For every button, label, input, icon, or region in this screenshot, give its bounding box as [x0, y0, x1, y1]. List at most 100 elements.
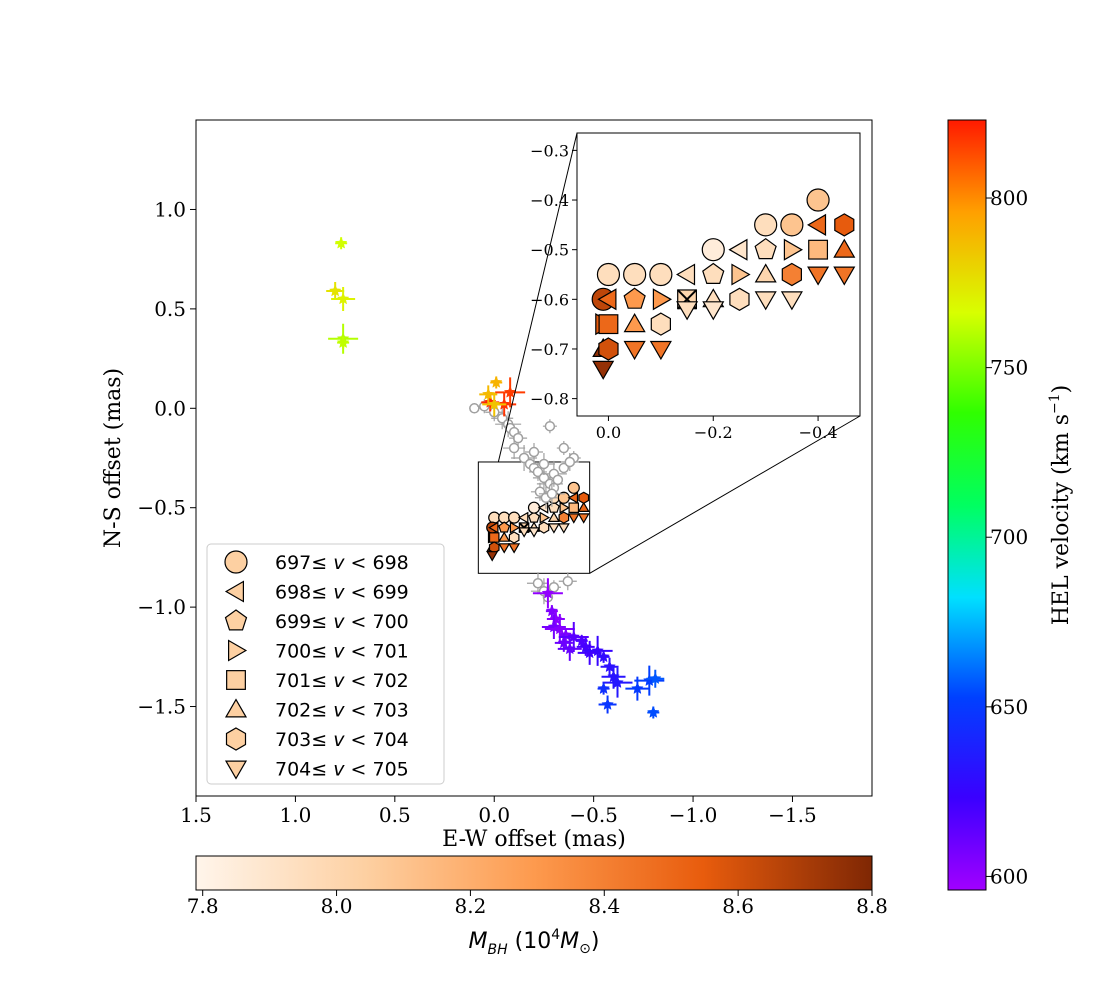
inset-maser-marker — [783, 238, 804, 261]
high-velocity-star-marker — [648, 672, 662, 685]
high-velocity-maser-spot — [544, 613, 575, 644]
high-velocity-maser-spot — [336, 336, 350, 349]
high-velocity-star-marker — [334, 236, 348, 249]
zoom-region-marker — [547, 523, 560, 534]
velocity-colorbar-label: HEL velocity (km s−1) — [1047, 385, 1074, 626]
inset-maser-marker — [806, 188, 830, 212]
zoom-region-marker — [568, 502, 580, 513]
connector-line-bottom — [589, 415, 861, 574]
mass-tick-label: 7.8 — [187, 894, 219, 918]
high-velocity-maser-spot — [598, 695, 617, 714]
gray-maser-spot — [556, 441, 571, 456]
inset-maser-marker — [676, 301, 699, 321]
zoom-region-marker — [578, 491, 590, 504]
zoom-region-marker — [508, 543, 521, 554]
zoom-region-marker — [559, 501, 571, 514]
high-velocity-star-marker — [541, 586, 555, 599]
high-velocity-maser-spot — [602, 667, 633, 698]
x-axis-label: E-W offset (mas) — [442, 827, 626, 852]
zoom-region-marker — [557, 523, 570, 534]
inset-maser-marker — [754, 237, 777, 260]
mass-colorbar: 7.8 8.0 8.2 8.4 8.6 8.8 MBH (104M⊙) — [187, 855, 888, 958]
high-velocity-maser-spot — [582, 635, 613, 666]
x-tick-label: 0.0 — [478, 803, 510, 827]
high-velocity-maser-spot — [601, 664, 626, 689]
zoom-region-marker — [567, 513, 580, 524]
velocity-tick-label: 700 — [990, 525, 1028, 549]
high-velocity-maser-spot — [558, 621, 589, 652]
high-velocity-star-marker — [328, 284, 342, 297]
zoom-region-marker — [508, 511, 521, 524]
zoom-region-marker — [577, 501, 590, 512]
inset-maser-marker — [623, 340, 646, 361]
high-velocity-maser-spot — [646, 669, 665, 688]
legend-marker-square — [226, 670, 246, 690]
gray-maser-spot — [542, 419, 557, 434]
inset-maser-marker — [598, 337, 619, 361]
mass-tick-label: 8.4 — [588, 894, 620, 918]
inset-x-tick-label: 0.0 — [596, 423, 621, 442]
legend-entry-label: 697≤ v < 698 — [275, 552, 409, 574]
legend-entry-label: 702≤ v < 703 — [275, 700, 409, 722]
high-velocity-star-marker — [597, 681, 610, 695]
main-plot-area: 1.5 1.0 0.5 0.0 −0.5 −1.0 −1.5 1.0 0.5 0.0 −0.5 −1… — [137, 119, 873, 827]
zoom-region-marker — [527, 527, 541, 538]
high-velocity-maser-spot — [600, 657, 619, 676]
inset-y-tick-label: −0.8 — [530, 390, 569, 409]
legend-marker-triangle-down — [224, 760, 248, 780]
mass-tick-label: 8.0 — [321, 894, 353, 918]
gray-maser-spot — [503, 437, 526, 460]
high-velocity-star-marker — [487, 397, 501, 410]
velocity-tick-label: 800 — [990, 186, 1028, 210]
legend-marker-triangle-right — [228, 639, 248, 662]
inset-y-tick-label: −0.4 — [530, 191, 569, 210]
gray-maser-spot — [469, 403, 480, 414]
legend-entry-label: 699≤ v < 700 — [275, 611, 409, 633]
legend-entry-label: 701≤ v < 702 — [275, 670, 409, 692]
velocity-tick-label: 600 — [990, 864, 1028, 888]
high-velocity-maser-spot — [334, 236, 348, 250]
y-tick-label: −0.5 — [137, 496, 186, 520]
inset-y-tick-label: −0.7 — [530, 340, 569, 359]
inset-x-tick-label: −0.4 — [799, 423, 838, 442]
legend-marker-hexagon — [225, 727, 247, 751]
inset-plot-frame — [576, 132, 861, 417]
y-tick-label: 0.5 — [154, 297, 186, 321]
inset-maser-marker — [728, 238, 748, 261]
high-velocity-maser-spot — [532, 578, 563, 609]
inset-maser-marker — [598, 314, 619, 335]
zoom-region-marker — [498, 531, 511, 542]
high-velocity-star-marker — [557, 636, 571, 649]
gray-maser-spot — [538, 480, 565, 507]
velocity-tick-label: 650 — [990, 695, 1028, 719]
zoom-region-marker — [517, 511, 529, 524]
zoom-region-marker — [567, 491, 579, 504]
mass-tick-label: 8.6 — [722, 894, 754, 918]
x-tick-label: 1.5 — [180, 803, 212, 827]
high-velocity-star-marker — [336, 336, 350, 349]
inset-maser-marker — [754, 291, 777, 311]
velocity-colorbar-gradient — [947, 119, 987, 891]
zoom-region-marker — [539, 511, 551, 524]
legend-entry-label: 700≤ v < 701 — [275, 641, 409, 663]
high-velocity-star-marker — [336, 292, 350, 305]
gray-maser-spot — [546, 580, 561, 595]
inset-maser-marker — [780, 291, 803, 311]
gray-maser-spot — [526, 572, 549, 595]
inset-y-tick-label: −0.5 — [530, 241, 569, 260]
x-tick-label: −0.5 — [569, 803, 618, 827]
legend-marker-triangle-up — [224, 698, 248, 718]
inset-maser-marker — [650, 312, 672, 336]
zoom-region-marker — [547, 511, 560, 523]
y-axis-label: N-S offset (mas) — [101, 368, 126, 548]
legend-marker-pentagon — [224, 609, 248, 631]
high-velocity-maser-spot — [597, 650, 610, 663]
zoom-region-marker — [518, 527, 531, 538]
legend-entry-label: 704≤ v < 705 — [275, 759, 409, 781]
y-tick-label: 1.0 — [154, 197, 186, 221]
zoom-region-marker — [509, 521, 521, 534]
zoom-region-marker — [567, 481, 580, 494]
inset-maser-marker — [652, 288, 673, 311]
y-tick-label: 0.0 — [154, 396, 186, 420]
